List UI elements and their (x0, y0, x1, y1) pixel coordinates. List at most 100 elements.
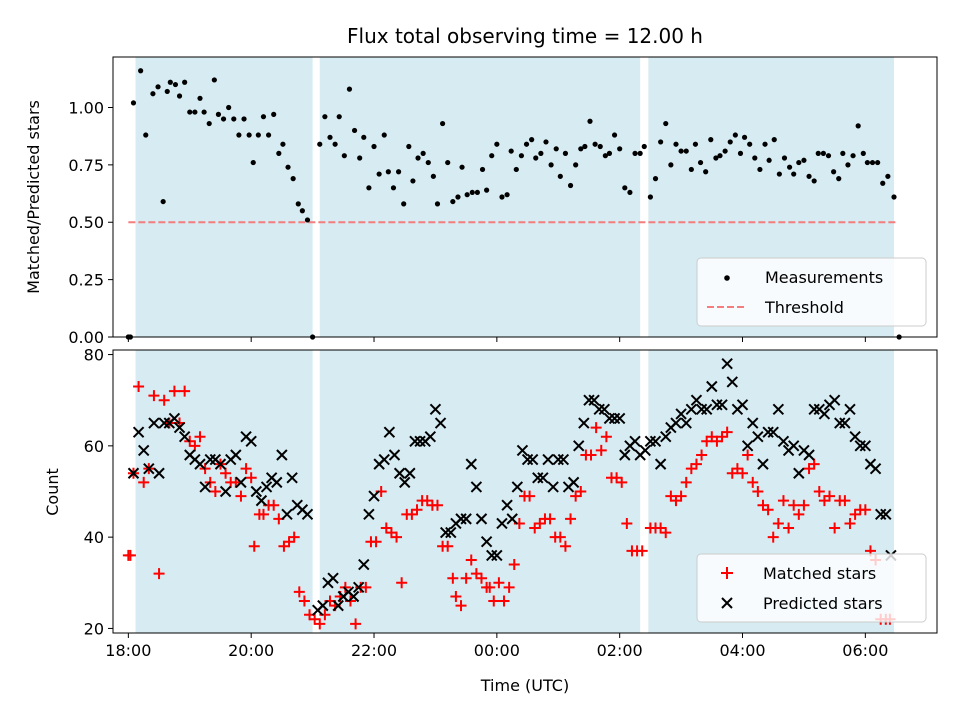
measurement-point (160, 198, 166, 205)
matched-stars-point (621, 517, 633, 529)
predicted-stars-point (854, 440, 866, 452)
predicted-stars-point (680, 417, 692, 429)
predicted-stars-point (153, 467, 165, 479)
threshold-legend-label: Threshold (764, 298, 844, 317)
matched-stars-point (798, 499, 810, 511)
measurement-point (280, 141, 286, 147)
measurement-point (557, 173, 563, 179)
measurement-point (361, 134, 367, 140)
predicted-stars-point (414, 435, 426, 447)
matched-stars-point (793, 508, 805, 520)
measurement-point (450, 198, 456, 205)
matched-stars-point (788, 499, 800, 511)
predicted-stars-point (716, 399, 728, 411)
measurement-point (678, 148, 684, 154)
measurement-point (430, 173, 436, 179)
predicted-stars-point (204, 453, 216, 466)
measurement-point (578, 146, 584, 152)
predicted-stars-point (378, 453, 390, 466)
matched-stars-point (524, 490, 536, 502)
predicted-stars-point (537, 472, 549, 484)
predicted-legend-label: Predicted stars (763, 594, 883, 613)
measurement-point (592, 141, 598, 147)
measurement-point (732, 132, 738, 138)
measurement-point (815, 150, 821, 156)
predicted-stars-point (245, 435, 257, 447)
matched-stars-point (240, 463, 252, 475)
matched-stars-point (447, 572, 459, 584)
matched-stars-point (600, 431, 612, 443)
measurement-point (357, 155, 363, 161)
measurement-point (875, 159, 881, 166)
matched-stars-point (391, 531, 403, 543)
count-panel: 18:00 20:00 22:00 00:00 02:00 04:00 06:00 20 40 6… (43, 346, 938, 695)
measurement-point (708, 137, 714, 143)
predicted-stars-point (613, 412, 626, 425)
measurement-point (845, 162, 851, 168)
matched-stars-point (767, 531, 779, 543)
y-tick-label: 0.50 (68, 213, 104, 232)
matched-stars-point (442, 540, 454, 552)
measurement-point (663, 120, 669, 127)
measurement-point (796, 159, 802, 166)
predicted-stars-point (506, 513, 518, 525)
ratio-panel: 0.00 0.25 0.50 0.75 1.00 Matched/Predicted s… (24, 56, 938, 347)
ratio-plot-frame (112, 56, 938, 338)
measurement-point (617, 146, 623, 152)
measurement-point (658, 139, 664, 145)
predicted-stars-point (399, 476, 411, 489)
measurement-point (562, 150, 569, 156)
measurement-point (276, 150, 282, 156)
count-y-axis-label: Count (43, 468, 62, 516)
matched-stars-point (783, 522, 795, 534)
predicted-stars-point (578, 417, 590, 429)
predicted-stars-point (358, 558, 370, 571)
predicted-stars-point (434, 417, 447, 429)
predicted-stars-point (532, 472, 544, 484)
x-tick-label: 02:00 (597, 641, 643, 660)
predicted-stars-point (521, 453, 534, 466)
matched-stars-point (133, 381, 145, 393)
predicted-stars-point (598, 403, 611, 416)
measurement-point (187, 109, 193, 115)
matched-stars-point (503, 581, 515, 593)
matched-stars-point (298, 595, 310, 607)
predicted-stars-point (639, 444, 651, 457)
predicted-stars-point (368, 490, 380, 502)
measurement-point (327, 134, 333, 140)
matched-stars-point (544, 513, 556, 525)
predicted-stars-point (767, 426, 779, 438)
matched-stars-point (350, 618, 362, 630)
matched-stars-point (148, 390, 160, 402)
predicted-stars-point (660, 431, 672, 443)
measurement-point (741, 134, 748, 140)
predicted-stars-point (470, 481, 483, 493)
predicted-stars-point (317, 599, 329, 612)
measurement-point (855, 123, 861, 129)
predicted-stars-point (747, 417, 759, 429)
measurement-point (455, 194, 461, 200)
predicted-stars-point (593, 403, 605, 416)
ratio-points-layer (125, 68, 902, 340)
measurement-point (757, 166, 763, 173)
measurement-point (295, 201, 301, 207)
predicted-stars-point (363, 508, 375, 521)
measurement-point (341, 153, 347, 159)
predicted-stars-point (803, 449, 815, 461)
measurement-point (727, 139, 733, 145)
predicted-stars-point (235, 476, 247, 489)
matched-stars-point (844, 517, 856, 529)
predicted-stars-point (230, 449, 242, 461)
predicted-stars-point (567, 476, 580, 489)
predicted-stars-point (542, 453, 554, 466)
matched-stars-point (590, 422, 602, 434)
measurement-point (211, 77, 217, 83)
measurement-point (265, 132, 272, 138)
measurement-point (231, 116, 237, 122)
measurement-point (713, 155, 719, 161)
matched-stars-point (248, 540, 260, 552)
predicted-stars-point (393, 467, 406, 479)
matched-stars-point (484, 581, 496, 593)
count-axis-ticks: 18:00 20:00 22:00 00:00 02:00 04:00 06:00 20 40 6… (84, 346, 889, 660)
measurement-point (703, 169, 709, 175)
